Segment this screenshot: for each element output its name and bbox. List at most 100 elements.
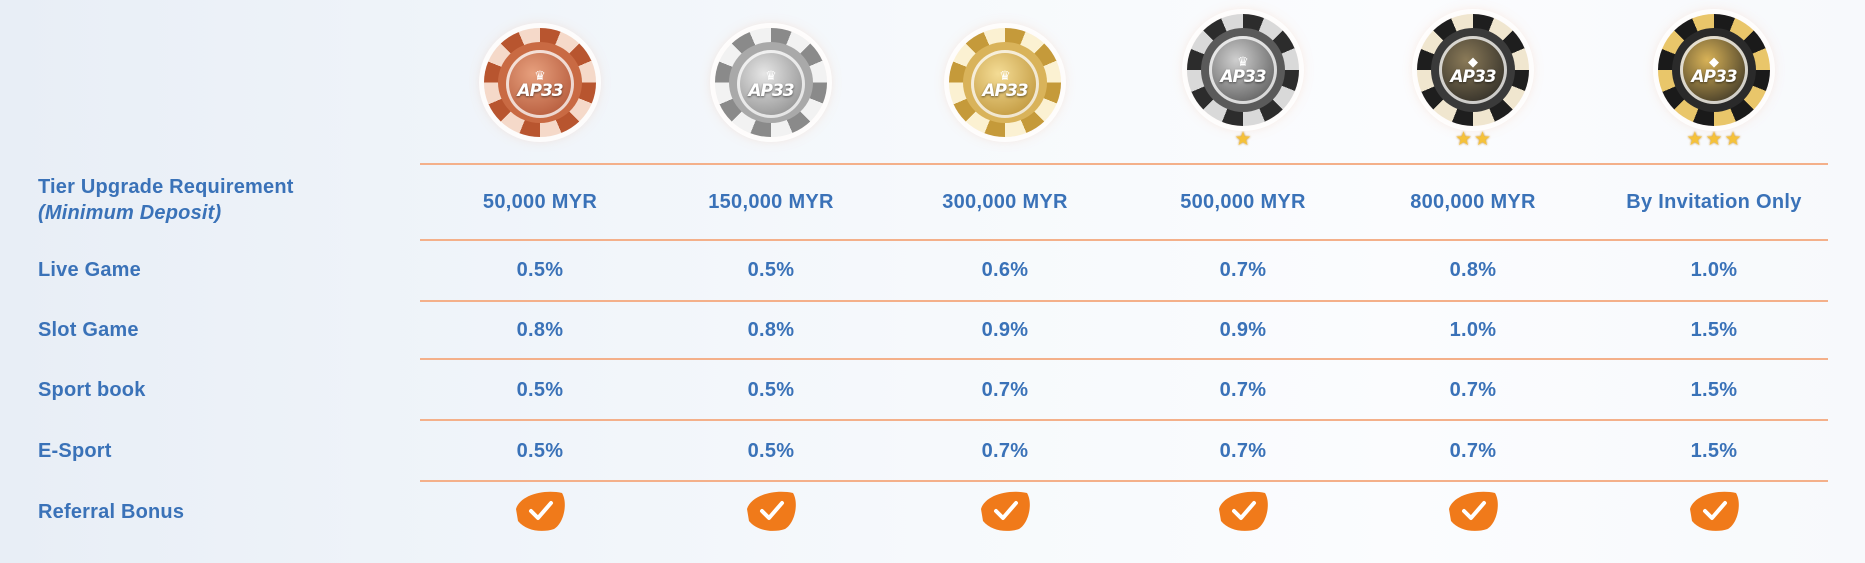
star-icon: ★ [1705, 128, 1723, 150]
crown-icon: ♛ [534, 67, 546, 83]
star-icon: ★ [1234, 128, 1252, 150]
divider [420, 300, 1828, 302]
divider [420, 163, 1828, 165]
tier-chip-2: ♛ AP33 [656, 0, 886, 160]
cell-e-sport-tier-2: 0.5% [747, 440, 795, 462]
check-badge [1690, 491, 1739, 531]
chip-face: ◆ AP33 [1439, 36, 1507, 104]
checkmark-icon [981, 491, 1030, 531]
cell-requirement-tier-5: 800,000 MYR [1410, 191, 1536, 213]
chip-face: ♛ AP33 [1209, 36, 1277, 104]
crown-icon: ♛ [1237, 53, 1249, 69]
cell-requirement-tier-6: By Invitation Only [1626, 191, 1802, 213]
chip-logo: AP33 [517, 80, 563, 101]
row-label-live-game: Live Game [38, 259, 141, 281]
tier-stars: ★ ★ [1455, 128, 1491, 150]
divider [420, 480, 1828, 482]
check-badge [1449, 491, 1498, 531]
diamond-icon: ◆ [1709, 53, 1719, 69]
cell-requirement-tier-4: 500,000 MYR [1180, 191, 1306, 213]
chip-logo: AP33 [1220, 66, 1266, 87]
diamond-icon: ◆ [1468, 53, 1478, 69]
cell-requirement-tier-1: 50,000 MYR [482, 191, 598, 213]
requirement-note: (Minimum Deposit) [38, 202, 222, 224]
star-icon: ★ [1686, 128, 1704, 150]
star-icon: ★ [1724, 128, 1742, 150]
poker-chip-icon: ◆ AP33 [1658, 14, 1770, 126]
divider [420, 419, 1828, 421]
row-label-tier-requirement: Tier Upgrade Requirement (Minimum Deposi… [38, 174, 294, 226]
cell-slot-game-tier-4: 0.9% [1219, 319, 1267, 341]
poker-chip-icon: ♛ AP33 [949, 28, 1061, 137]
cell-e-sport-tier-4: 0.7% [1219, 440, 1267, 462]
cell-slot-game-tier-6: 1.5% [1690, 319, 1738, 341]
cell-e-sport-tier-5: 0.7% [1449, 440, 1497, 462]
poker-chip-icon: ♛ AP33 [484, 28, 596, 137]
poker-chip-icon: ♛ AP33 [715, 28, 827, 137]
checkmark-icon [747, 491, 796, 531]
cell-live-game-tier-2: 0.5% [747, 259, 795, 281]
row-label-slot-game: Slot Game [38, 319, 139, 341]
chip-logo: AP33 [1450, 66, 1496, 87]
star-icon: ★ [1454, 128, 1472, 150]
cell-slot-game-tier-2: 0.8% [747, 319, 795, 341]
cell-sport-book-tier-3: 0.7% [981, 379, 1029, 401]
tier-chip-3: ♛ AP33 [890, 0, 1120, 160]
chip-logo: AP33 [1691, 66, 1737, 87]
chip-face: ♛ AP33 [971, 50, 1039, 118]
cell-sport-book-tier-1: 0.5% [516, 379, 564, 401]
cell-live-game-tier-5: 0.8% [1449, 259, 1497, 281]
check-tick [760, 501, 784, 520]
row-label-referral-bonus: Referral Bonus [38, 501, 185, 523]
cell-sport-book-tier-2: 0.5% [747, 379, 795, 401]
requirement-label: Tier Upgrade Requirement [38, 176, 294, 198]
crown-icon: ♛ [765, 67, 777, 83]
check-badge [516, 491, 565, 531]
cell-live-game-tier-1: 0.5% [516, 259, 564, 281]
star-icon: ★ [1474, 128, 1492, 150]
cell-e-sport-tier-3: 0.7% [981, 440, 1029, 462]
divider [420, 239, 1828, 241]
check-tick [994, 501, 1018, 520]
cell-live-game-tier-3: 0.6% [981, 259, 1029, 281]
checkmark-icon [1449, 491, 1498, 531]
chip-face: ♛ AP33 [737, 50, 805, 118]
tier-chip-5: ◆ AP33 ★ ★ [1358, 0, 1588, 160]
cell-sport-book-tier-4: 0.7% [1219, 379, 1267, 401]
tier-chip-1: ♛ AP33 [425, 0, 655, 160]
chip-logo: AP33 [982, 80, 1028, 101]
divider [420, 358, 1828, 360]
row-label-e-sport: E-Sport [38, 440, 112, 462]
check-tick [1703, 501, 1727, 520]
crown-icon: ♛ [999, 67, 1011, 83]
tier-stars: ★ [1234, 128, 1251, 150]
poker-chip-icon: ◆ AP33 [1417, 14, 1529, 126]
row-label-sport-book: Sport book [38, 379, 146, 401]
cell-slot-game-tier-5: 1.0% [1449, 319, 1497, 341]
checkmark-icon [1690, 491, 1739, 531]
check-badge [1219, 491, 1268, 531]
check-badge [981, 491, 1030, 531]
cell-slot-game-tier-3: 0.9% [981, 319, 1029, 341]
cell-live-game-tier-6: 1.0% [1690, 259, 1738, 281]
cell-sport-book-tier-6: 1.5% [1690, 379, 1738, 401]
chip-logo: AP33 [748, 80, 794, 101]
check-tick [1462, 501, 1486, 520]
cell-live-game-tier-4: 0.7% [1219, 259, 1267, 281]
cell-slot-game-tier-1: 0.8% [516, 319, 564, 341]
chip-face: ◆ AP33 [1680, 36, 1748, 104]
check-tick [1232, 501, 1256, 520]
poker-chip-icon: ♛ AP33 [1187, 14, 1299, 126]
check-tick [529, 501, 553, 520]
checkmark-icon [516, 491, 565, 531]
cell-e-sport-tier-1: 0.5% [516, 440, 564, 462]
cell-e-sport-tier-6: 1.5% [1690, 440, 1738, 462]
checkmark-icon [1219, 491, 1268, 531]
cell-requirement-tier-3: 300,000 MYR [942, 191, 1068, 213]
tier-chip-6: ◆ AP33 ★ ★ ★ [1599, 0, 1829, 160]
cell-sport-book-tier-5: 0.7% [1449, 379, 1497, 401]
chip-face: ♛ AP33 [506, 50, 574, 118]
cell-requirement-tier-2: 150,000 MYR [708, 191, 834, 213]
tier-chip-4: ♛ AP33 ★ [1128, 0, 1358, 160]
